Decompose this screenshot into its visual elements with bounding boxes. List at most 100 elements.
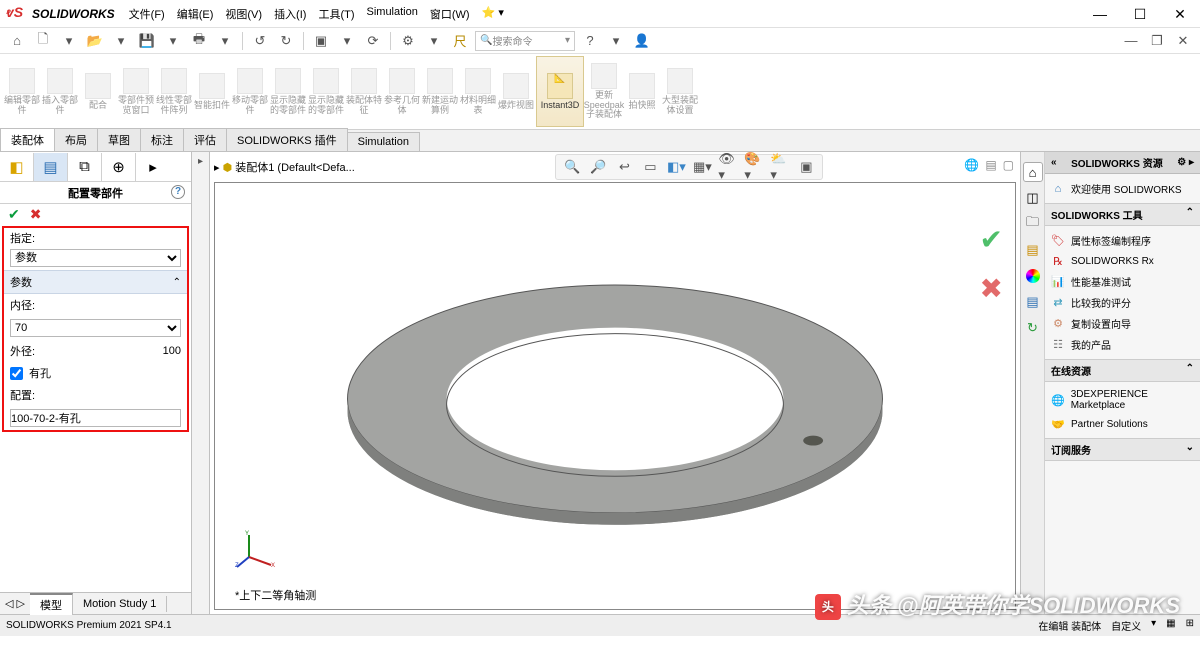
canvas[interactable]: Y X Z *上下二等角轴测 ✔ ✖ bbox=[214, 182, 1016, 610]
fm-propmgr-icon[interactable]: ▤ bbox=[34, 153, 68, 181]
rb-edit-component[interactable]: 编辑零部件 bbox=[4, 56, 40, 127]
graphics-area[interactable]: Y X Z *上下二等角轴测 ✔ ✖ ▸ ⬢ 装配体1 (Default<Def… bbox=[210, 152, 1020, 614]
tp-appear-icon[interactable] bbox=[1023, 266, 1043, 286]
window-maximize[interactable]: ☐ bbox=[1120, 0, 1160, 28]
tp-tools-header[interactable]: SOLIDWORKS 工具 bbox=[1051, 207, 1143, 222]
ok-button[interactable]: ✔ bbox=[8, 206, 20, 223]
rb-preview[interactable]: 零部件预览窗口 bbox=[118, 56, 154, 127]
status-caps-icon[interactable]: ⊞ bbox=[1186, 618, 1194, 633]
menu-view[interactable]: 视图(V) bbox=[225, 6, 262, 22]
spec-dropdown[interactable]: 参数 bbox=[10, 249, 181, 267]
tp-tool-4[interactable]: ⚙复制设置向导 bbox=[1051, 313, 1194, 334]
tp-tool-1[interactable]: ℞SOLIDWORKS Rx bbox=[1051, 251, 1194, 271]
tp-online-header[interactable]: 在线资源 bbox=[1051, 363, 1091, 378]
hide-show-icon[interactable]: 👁▾ bbox=[718, 157, 738, 177]
rb-bom[interactable]: 材料明细表 bbox=[460, 56, 496, 127]
help-icon[interactable]: ? bbox=[171, 185, 185, 199]
btab-motion[interactable]: Motion Study 1 bbox=[73, 596, 167, 612]
rb-move-component[interactable]: 移动零部件 bbox=[232, 56, 268, 127]
new-icon[interactable]: 🗋 bbox=[32, 31, 54, 51]
render-icon[interactable]: ▣ bbox=[796, 157, 816, 177]
inner-dia-dropdown[interactable]: 70 bbox=[10, 319, 181, 337]
config-field[interactable] bbox=[10, 409, 181, 427]
display-style-icon[interactable]: ▦▾ bbox=[692, 157, 712, 177]
tp-tool-2[interactable]: 📊性能基准测试 bbox=[1051, 271, 1194, 292]
tp-welcome[interactable]: ⌂欢迎使用 SOLIDWORKS bbox=[1051, 178, 1194, 199]
flyout-tree-root[interactable]: ▸ ⬢ 装配体1 (Default<Defa... bbox=[210, 159, 359, 175]
login-icon[interactable]: 👤 bbox=[631, 31, 653, 51]
rb-explode[interactable]: 爆炸视图 bbox=[498, 56, 534, 127]
tp-props-icon[interactable]: ▤ bbox=[1023, 292, 1043, 312]
zoom-area-icon[interactable]: 🔎 bbox=[588, 157, 608, 177]
menu-file[interactable]: 文件(F) bbox=[129, 6, 165, 22]
tp-tool-0[interactable]: 🏷属性标签编制程序 bbox=[1051, 230, 1194, 251]
rb-speedpak[interactable]: 更新Speedpak子装配体 bbox=[586, 56, 622, 127]
tab-layout[interactable]: 布局 bbox=[54, 128, 98, 151]
menu-sim[interactable]: Simulation bbox=[367, 6, 418, 22]
rb-instant3d[interactable]: 📐Instant3D bbox=[536, 56, 584, 127]
rb-mate[interactable]: 配合 bbox=[80, 56, 116, 127]
tab-assembly[interactable]: 装配体 bbox=[0, 128, 55, 151]
print-icon[interactable]: 🖶 bbox=[188, 31, 210, 51]
filter-icon[interactable]: 尺 bbox=[449, 31, 471, 51]
settings-flyout-icon[interactable]: ▤ bbox=[985, 158, 996, 172]
flyout-strip[interactable]: ▸ bbox=[192, 152, 210, 614]
tp-online-0[interactable]: 🌐3DEXPERIENCE Marketplace bbox=[1051, 386, 1194, 414]
status-custom[interactable]: 自定义 bbox=[1111, 618, 1141, 633]
tp-forum-icon[interactable]: ↻ bbox=[1023, 318, 1043, 338]
rb-linear-pattern[interactable]: 线性零部件阵列 bbox=[156, 56, 192, 127]
tp-online-1[interactable]: 🤝Partner Solutions bbox=[1051, 414, 1194, 434]
fm-more-icon[interactable]: ▸ bbox=[136, 153, 170, 181]
gear-icon[interactable]: ⚙ ▸ bbox=[1177, 157, 1194, 168]
rb-motion-study[interactable]: 新建运动算例 bbox=[422, 56, 458, 127]
rb-show-hidden[interactable]: 显示隐藏的零部件 bbox=[270, 56, 306, 127]
close-flyout-icon[interactable]: ▢ bbox=[1003, 158, 1014, 172]
fm-display-icon[interactable]: ⊕ bbox=[102, 153, 136, 181]
tp-file-icon[interactable]: 🗀 bbox=[1023, 214, 1043, 234]
param-section-header[interactable]: 参数⌃ bbox=[4, 270, 187, 294]
rb-large-assembly[interactable]: 大型装配体设置 bbox=[662, 56, 698, 127]
fm-config-icon[interactable]: ⧉ bbox=[68, 153, 102, 181]
appearance-flyout-icon[interactable]: 🌐 bbox=[964, 158, 979, 172]
cancel-button[interactable]: ✖ bbox=[30, 206, 42, 223]
appearance-icon[interactable]: 🎨▾ bbox=[744, 157, 764, 177]
options-icon[interactable]: ⚙ bbox=[397, 31, 419, 51]
scene-icon[interactable]: ⛅▾ bbox=[770, 157, 790, 177]
menu-insert[interactable]: 插入(I) bbox=[274, 6, 306, 22]
rb-ref-geom[interactable]: 参考几何体 bbox=[384, 56, 420, 127]
rb-snapshot[interactable]: 拍快照 bbox=[624, 56, 660, 127]
tp-tool-5[interactable]: ☷我的产品 bbox=[1051, 334, 1194, 355]
help-icon[interactable]: ? bbox=[579, 31, 601, 51]
reject-icon[interactable]: ✖ bbox=[980, 272, 1003, 305]
tp-home-icon[interactable]: ⌂ bbox=[1023, 162, 1043, 182]
rb-hidden-parts[interactable]: 显示隐藏的零部件 bbox=[308, 56, 344, 127]
section-icon[interactable]: ▭ bbox=[640, 157, 660, 177]
menu-edit[interactable]: 编辑(E) bbox=[177, 6, 214, 22]
window-minimize[interactable]: — bbox=[1080, 0, 1120, 28]
rb-insert-component[interactable]: 插入零部件 bbox=[42, 56, 78, 127]
tab-annotate[interactable]: 标注 bbox=[140, 128, 184, 151]
selection-icon[interactable]: ▣ bbox=[310, 31, 332, 51]
save-icon[interactable]: 💾 bbox=[136, 31, 158, 51]
window-close[interactable]: ✕ bbox=[1160, 0, 1200, 28]
command-search[interactable]: 🔍 搜索命令 ▾ bbox=[475, 31, 575, 51]
tab-addins[interactable]: SOLIDWORKS 插件 bbox=[226, 128, 348, 151]
fm-tree-icon[interactable]: ◧ bbox=[0, 153, 34, 181]
doc-minimize[interactable]: — bbox=[1120, 31, 1142, 51]
menu-tools[interactable]: 工具(T) bbox=[318, 6, 354, 22]
tab-sketch[interactable]: 草图 bbox=[97, 128, 141, 151]
tab-sim[interactable]: Simulation bbox=[347, 132, 420, 151]
open-icon[interactable]: 📂 bbox=[84, 31, 106, 51]
view-orient-icon[interactable]: ◧▾ bbox=[666, 157, 686, 177]
rb-smart-fastener[interactable]: 智能扣件 bbox=[194, 56, 230, 127]
status-units-icon[interactable]: ▦ bbox=[1166, 618, 1175, 633]
btab-model[interactable]: 模型 bbox=[30, 593, 73, 615]
hole-checkbox[interactable] bbox=[10, 367, 23, 380]
tp-design-icon[interactable]: ◫ bbox=[1023, 188, 1043, 208]
doc-close[interactable]: ✕ bbox=[1172, 31, 1194, 51]
prev-view-icon[interactable]: ↩ bbox=[614, 157, 634, 177]
doc-restore[interactable]: ❐ bbox=[1146, 31, 1168, 51]
accept-icon[interactable]: ✔ bbox=[980, 223, 1003, 256]
rebuild-icon[interactable]: ⟳ bbox=[362, 31, 384, 51]
home-icon[interactable]: ⌂ bbox=[6, 31, 28, 51]
